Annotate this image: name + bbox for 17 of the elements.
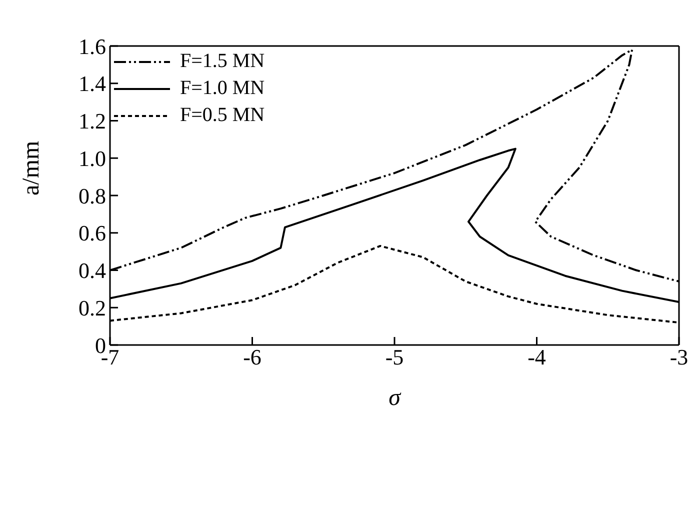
y-tick-label: 0.4 xyxy=(78,258,106,284)
y-tick-label: 0.2 xyxy=(78,295,106,320)
y-tick-label: 1.6 xyxy=(78,34,106,59)
x-tick-label: -3 xyxy=(670,344,688,370)
y-axis-title: a/mm xyxy=(18,140,45,196)
y-tick-label: 1.4 xyxy=(78,71,106,96)
y-tick-label: 1.2 xyxy=(78,108,106,134)
y-tick-label: 0.6 xyxy=(78,220,106,246)
legend-label: F=0.5 MN xyxy=(180,104,265,127)
x-tick-label: -4 xyxy=(528,344,546,370)
legend-label: F=1.0 MN xyxy=(180,77,265,100)
y-tick-label: 0.8 xyxy=(78,183,106,208)
legend-label: F=1.5 MN xyxy=(180,50,265,73)
x-axis-title: σ xyxy=(388,385,402,411)
x-tick-label: -6 xyxy=(243,344,262,370)
x-tick-label: -5 xyxy=(385,344,404,370)
y-tick-label: 1.0 xyxy=(78,146,106,171)
